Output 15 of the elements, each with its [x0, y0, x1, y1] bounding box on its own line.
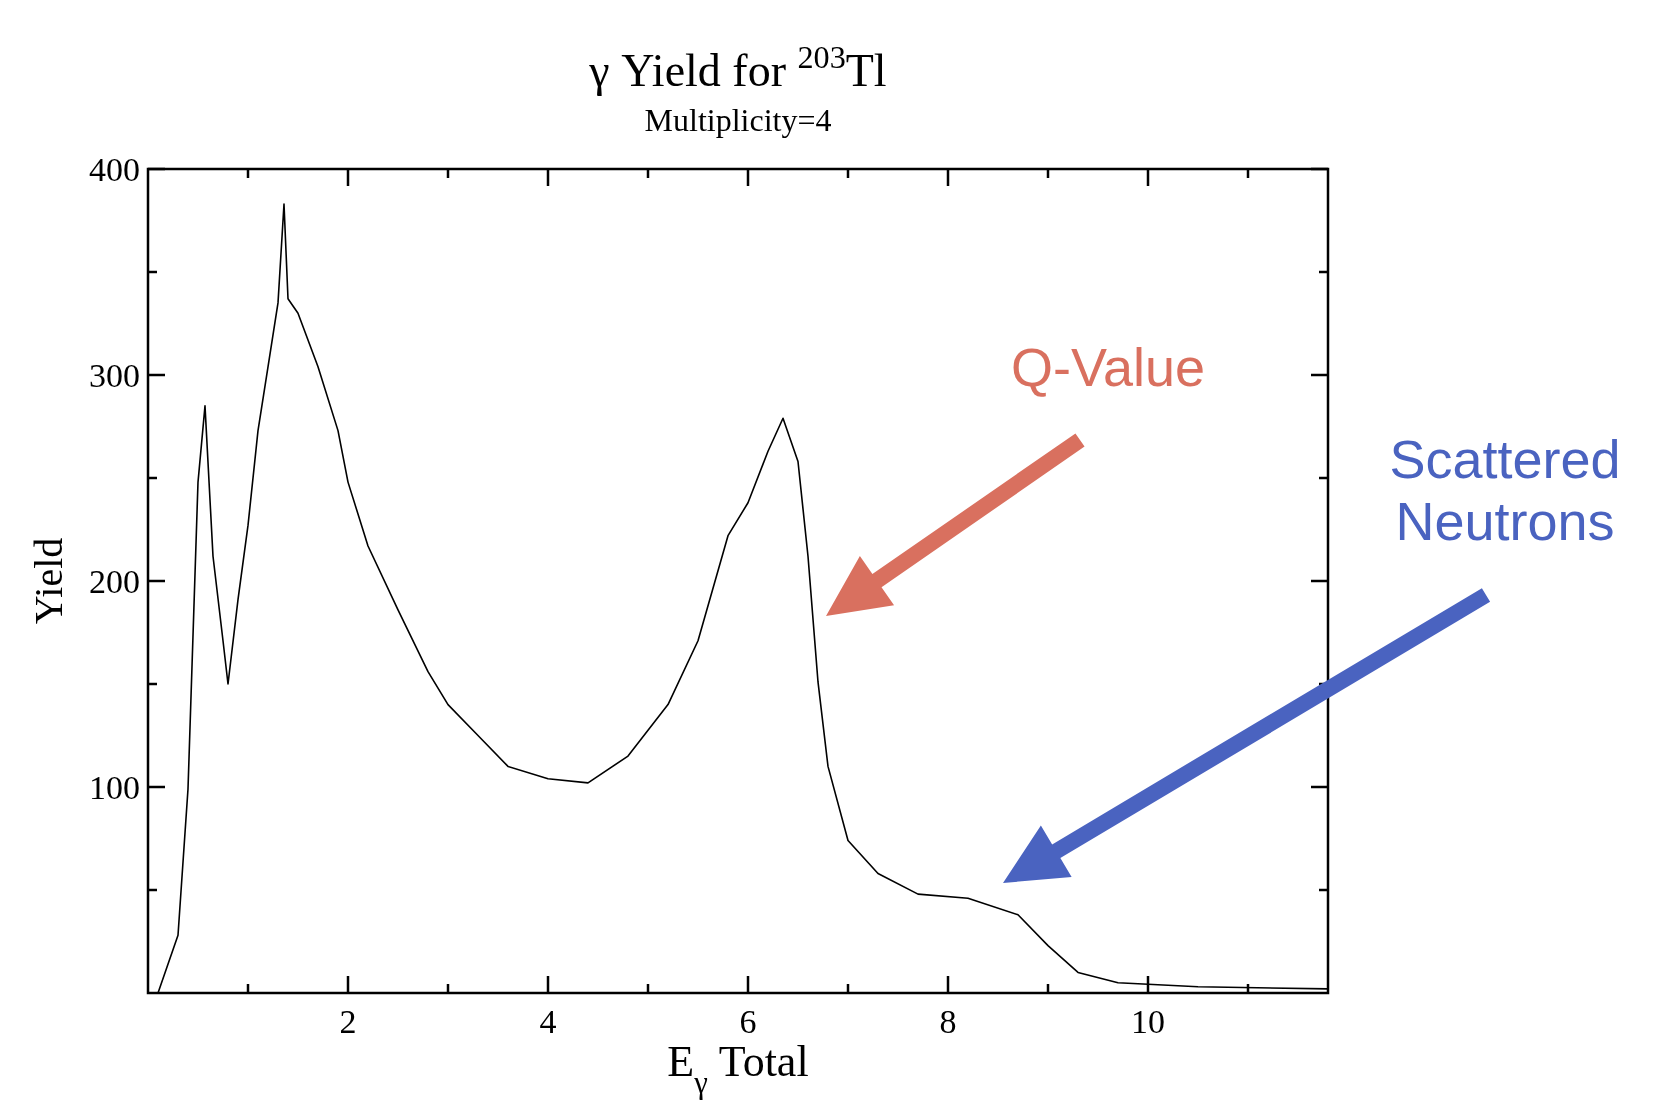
y-tick-label: 300 — [89, 357, 140, 394]
x-tick-label: 6 — [739, 1003, 757, 1040]
y-axis-title: Yield — [26, 537, 71, 625]
x-tick-label: 8 — [939, 1003, 957, 1040]
x-tick-label: 4 — [539, 1003, 557, 1040]
y-tick-label: 200 — [89, 563, 140, 600]
annotation: Q-Value — [1010, 337, 1206, 397]
text: Scattered Neutrons — [1389, 429, 1621, 551]
chart-title: γ Yield for $^{203}$Tl — [588, 39, 887, 96]
y-tick-label: 100 — [89, 769, 140, 806]
x-tick-label: 10 — [1131, 1003, 1165, 1040]
y-tick-label: 400 — [89, 151, 140, 188]
chart-subtitle: Multiplicity=4 — [644, 102, 832, 138]
x-axis-title: E$_{γ}$ Total — [667, 1037, 809, 1100]
x-tick-label: 2 — [339, 1003, 357, 1040]
